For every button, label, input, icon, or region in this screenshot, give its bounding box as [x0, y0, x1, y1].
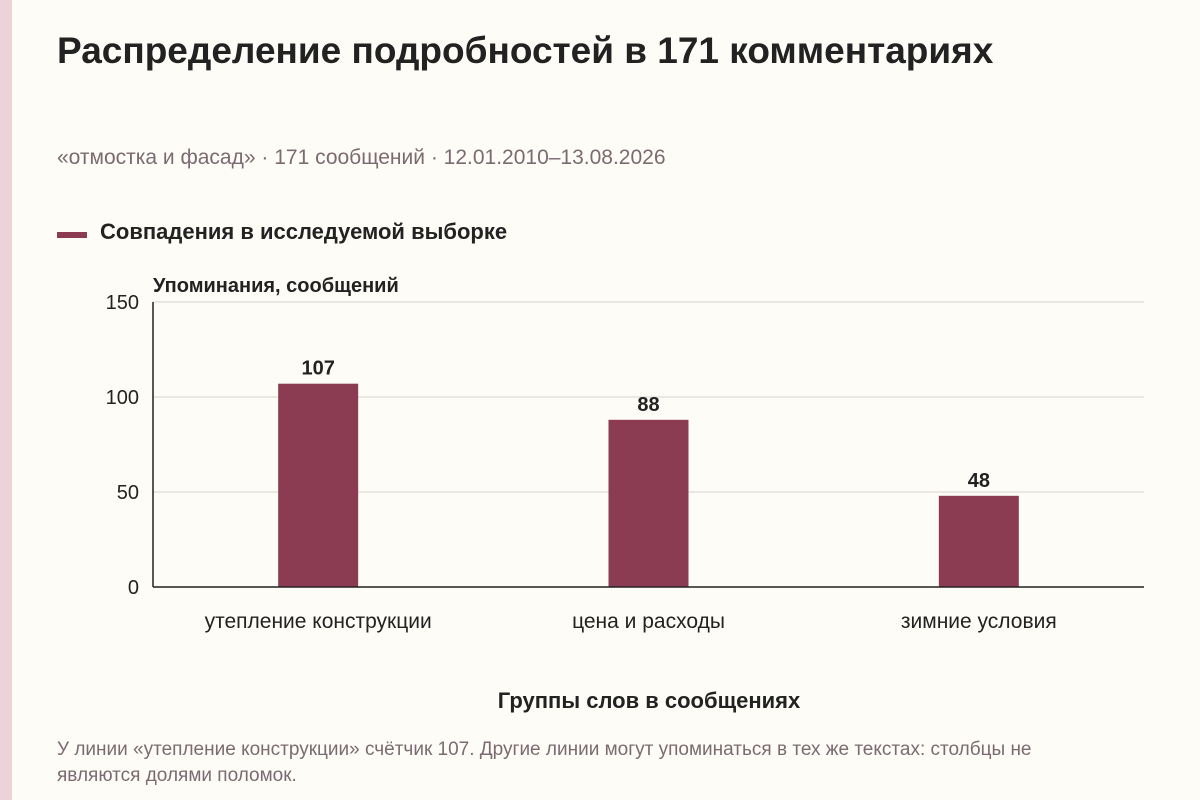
- legend-swatch: [57, 231, 87, 238]
- y-axis-title: Упоминания, сообщений: [153, 275, 399, 297]
- accent-strip: [0, 0, 12, 800]
- x-tick-label: цена и расходы: [572, 610, 725, 633]
- y-tick-label: 100: [106, 387, 139, 409]
- y-tick-label: 50: [117, 482, 139, 504]
- legend-label: Совпадения в исследуемой выборке: [100, 219, 508, 244]
- chart-title: Распределение подробностей в 171 коммент…: [57, 30, 994, 71]
- bar-value-label: 88: [637, 394, 659, 416]
- legend: Совпадения в исследуемой выборке: [57, 217, 507, 247]
- y-tick-label: 0: [128, 577, 139, 599]
- x-tick-label: утепление конструкции: [205, 610, 432, 633]
- y-axis: 0 50 100 150: [106, 292, 154, 599]
- footnote: У линии «утепление конструкции» счётчик …: [57, 739, 1032, 786]
- x-axis-title: Группы слов в сообщениях: [498, 688, 801, 713]
- bar: [608, 419, 689, 587]
- x-tick-label: зимние условия: [901, 610, 1057, 633]
- bar: [278, 383, 359, 587]
- bars: 107 88 48: [278, 358, 1019, 587]
- chart-subtitle: «отмостка и фасад» · 171 сообщений · 12.…: [57, 146, 666, 169]
- bar: [938, 495, 1019, 587]
- y-tick-label: 150: [106, 292, 139, 314]
- x-axis: утепление конструкции цена и расходы зимни…: [153, 586, 1144, 633]
- bar-value-label: 48: [968, 470, 990, 492]
- bar-value-label: 107: [301, 358, 334, 380]
